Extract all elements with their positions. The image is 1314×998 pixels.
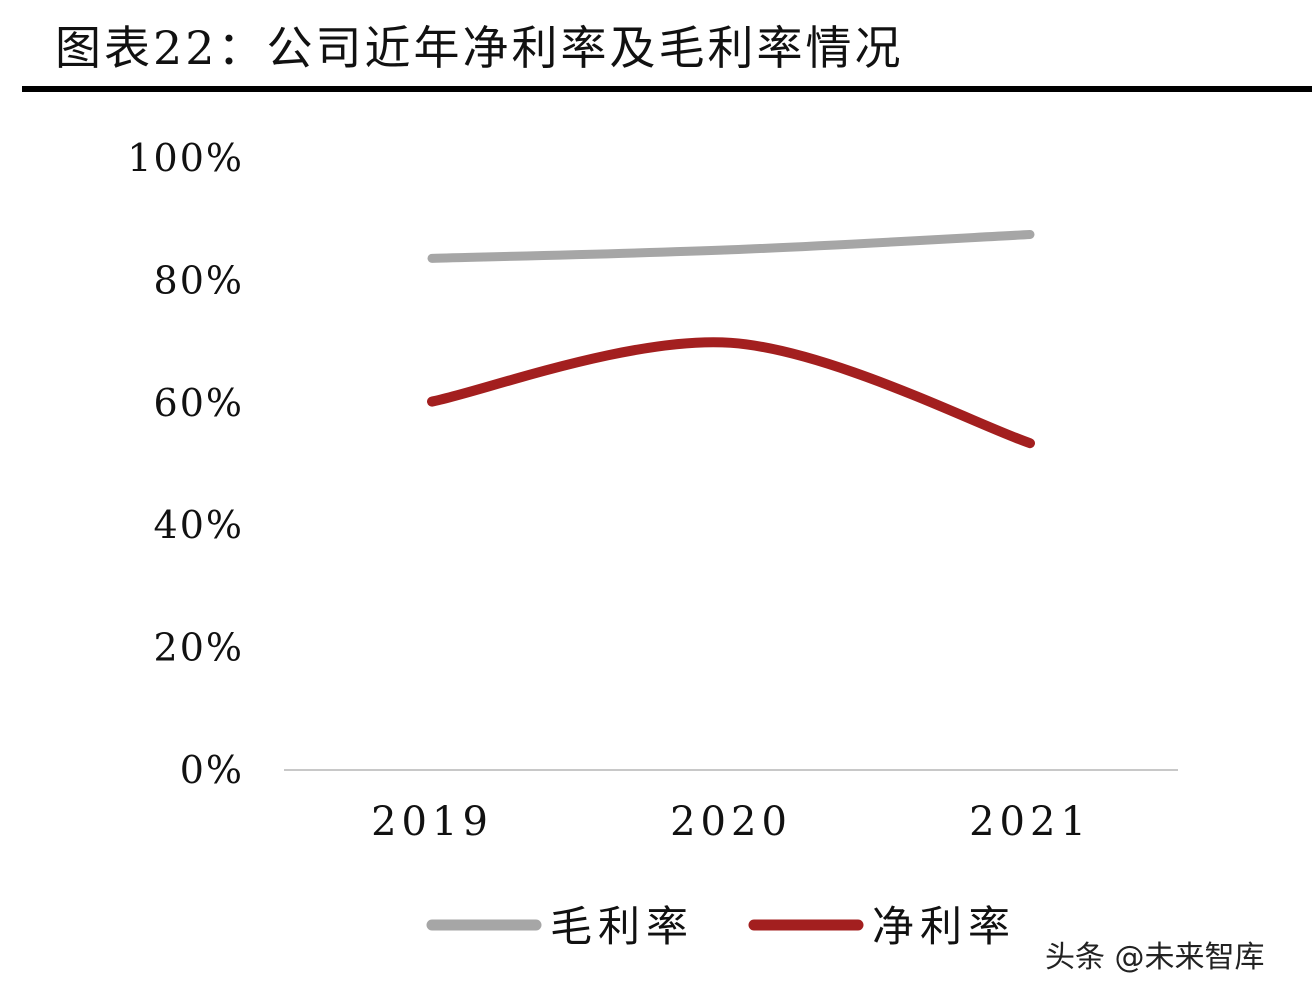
chart-title: 图表22：公司近年净利率及毛利率情况 (55, 21, 904, 75)
y-tick-label: 100% (127, 136, 244, 180)
x-tick-label: 2019 (371, 799, 493, 845)
legend-label: 净利率 (872, 902, 1016, 951)
y-tick-label: 40% (154, 503, 244, 547)
x-tick-label: 2021 (969, 799, 1091, 845)
watermark: 头条 @未来智库 (1045, 940, 1265, 975)
y-tick-label: 0% (180, 748, 244, 792)
series-line-gross-margin (427, 230, 1035, 263)
y-tick-label: 60% (154, 381, 244, 425)
x-tick-label: 2020 (670, 799, 792, 845)
y-tick-label: 20% (154, 626, 244, 670)
title-divider (22, 86, 1312, 92)
series-line-net-margin (427, 337, 1035, 449)
y-tick-label: 80% (154, 258, 244, 302)
legend-label: 毛利率 (550, 902, 694, 951)
